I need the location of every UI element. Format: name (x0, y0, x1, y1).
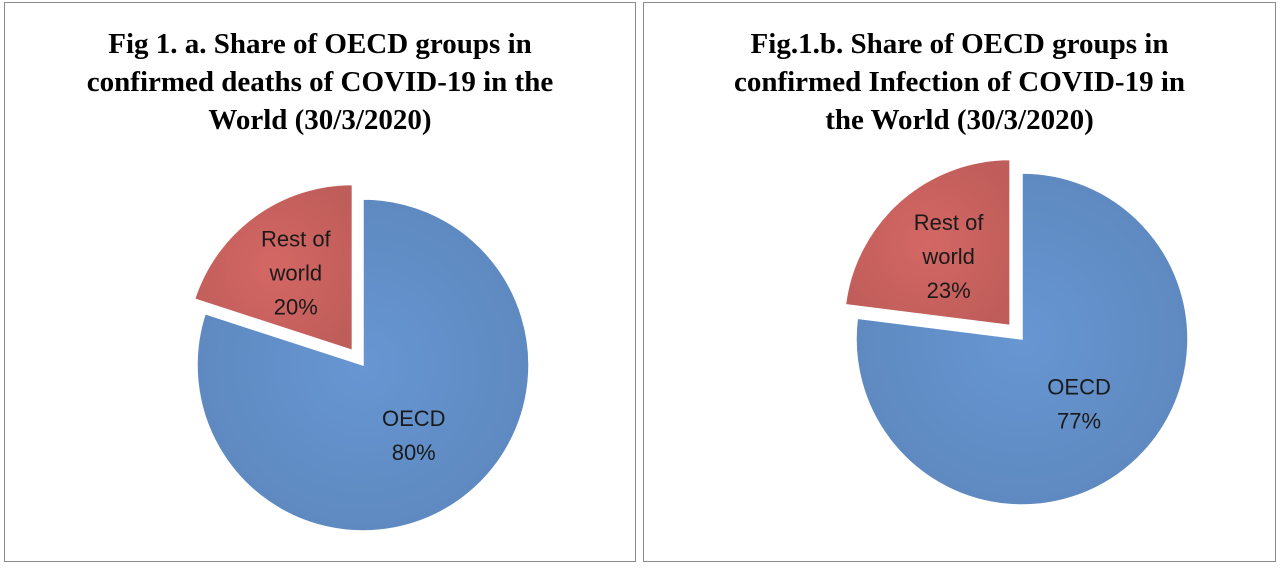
pie-slice-rest-of-world (844, 158, 1011, 327)
chart-panel-deaths: Fig 1. a. Share of OECD groups in confir… (4, 2, 636, 562)
chart-panel-infections: Fig.1.b. Share of OECD groups in confirm… (643, 2, 1276, 562)
pie-slice-oecd (855, 172, 1189, 506)
chart-title: Fig.1.b. Share of OECD groups in confirm… (733, 28, 1186, 136)
pie-slice-oecd (196, 198, 530, 532)
data-label-rest-of-world: Rest of world 23% (914, 210, 985, 303)
pie-chart-infections: OECD 77% Rest of world 23% (844, 158, 1189, 506)
data-label-oecd: OECD 77% (1047, 375, 1111, 434)
data-label-oecd: OECD 80% (382, 406, 446, 465)
pie-slice-rest-of-world (193, 183, 354, 352)
pie-chart-deaths: OECD 80% Rest of world 20% (193, 183, 530, 532)
chart-title: Fig 1. a. Share of OECD groups in confir… (86, 28, 554, 136)
data-label-rest-of-world: Rest of world 20% (261, 227, 332, 320)
